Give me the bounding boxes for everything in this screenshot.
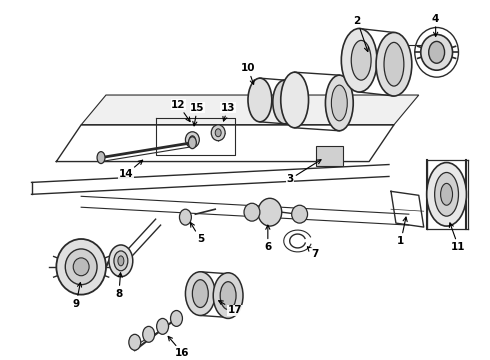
Ellipse shape [109,245,133,277]
Ellipse shape [435,172,459,216]
Ellipse shape [421,35,453,70]
Ellipse shape [244,203,260,221]
Text: 4: 4 [432,14,440,36]
Ellipse shape [325,75,353,131]
Ellipse shape [56,239,106,294]
Text: 5: 5 [191,222,204,244]
Text: 9: 9 [73,283,82,309]
Text: 15: 15 [190,103,205,126]
Ellipse shape [342,28,377,92]
Ellipse shape [273,80,296,124]
Ellipse shape [118,256,124,266]
Text: 17: 17 [219,301,243,315]
Text: 8: 8 [115,273,122,298]
Text: 16: 16 [168,336,190,358]
FancyBboxPatch shape [317,146,343,166]
Text: 11: 11 [449,223,466,252]
Text: 12: 12 [171,100,190,122]
Ellipse shape [220,282,236,310]
Ellipse shape [384,42,404,86]
Ellipse shape [441,183,453,205]
Ellipse shape [351,40,371,80]
Ellipse shape [97,152,105,163]
Text: 1: 1 [397,217,407,246]
Ellipse shape [429,41,444,63]
Ellipse shape [190,136,196,144]
Ellipse shape [185,272,215,315]
Text: 13: 13 [221,103,235,121]
Text: 2: 2 [354,15,368,51]
Ellipse shape [179,209,192,225]
Ellipse shape [188,137,196,149]
Ellipse shape [215,129,221,137]
Ellipse shape [157,319,169,334]
Ellipse shape [185,132,199,148]
Text: 7: 7 [307,247,318,259]
Ellipse shape [292,205,308,223]
Ellipse shape [376,32,412,96]
Ellipse shape [213,273,243,319]
Text: 10: 10 [241,63,255,84]
Ellipse shape [171,310,182,327]
Ellipse shape [211,125,225,141]
Ellipse shape [331,85,347,121]
Ellipse shape [143,327,155,342]
Ellipse shape [65,249,97,285]
Text: 6: 6 [264,225,271,252]
Ellipse shape [193,280,208,307]
Ellipse shape [281,72,309,128]
Ellipse shape [129,334,141,350]
Ellipse shape [427,163,466,226]
Text: 14: 14 [119,160,143,180]
Ellipse shape [248,78,272,122]
Ellipse shape [73,258,89,276]
Text: 3: 3 [286,160,321,184]
Ellipse shape [114,251,128,271]
Ellipse shape [258,198,282,226]
Polygon shape [81,95,419,125]
